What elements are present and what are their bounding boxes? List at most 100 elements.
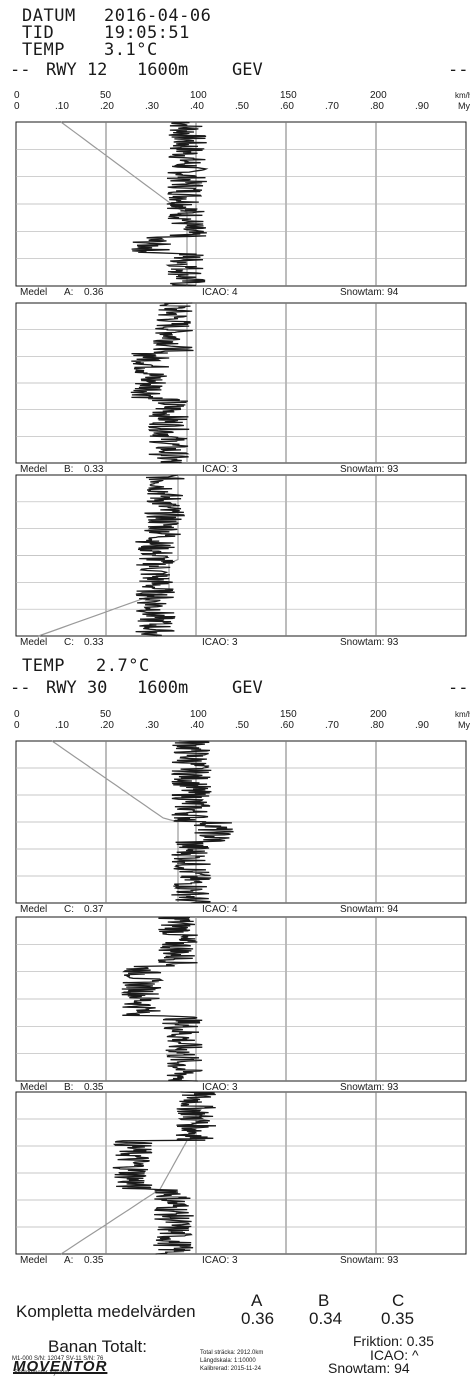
friction-trace <box>135 474 186 637</box>
friction-tick-label: .30 <box>145 720 159 731</box>
datum-label: DATUM <box>22 6 76 26</box>
friction-tick-label: 0 <box>14 101 20 112</box>
stats-length-scale: Längdskala: 1:10000 <box>200 1358 256 1364</box>
friction-tick-label: .80 <box>370 720 384 731</box>
friction-tick-label: .40 <box>190 720 204 731</box>
section-mean-value: 0.36 <box>84 287 104 298</box>
speed-tick-label: 200 <box>370 709 387 720</box>
summary-letter-a: A <box>251 1291 263 1310</box>
section-mean-value: 0.33 <box>84 464 104 475</box>
datum-value: 2016-04-06 <box>104 6 212 26</box>
run1-title: RWY 12 <box>46 60 108 80</box>
friction-tick-label: .30 <box>145 101 159 112</box>
tid-label: TID <box>22 23 55 43</box>
speed-tick-label: 200 <box>370 90 387 101</box>
section-snowtam: Snowtam: 94 <box>340 287 399 298</box>
speed-unit-label: km/h <box>455 710 470 719</box>
friction-tick-label: .50 <box>235 101 249 112</box>
section-snowtam: Snowtam: 93 <box>340 464 399 475</box>
stats-calibrated: Kalibrerad: 2015-11-24 <box>200 1366 261 1372</box>
friction-unit-label: My <box>458 101 470 111</box>
friction-tick-label: .90 <box>415 101 429 112</box>
run2-operator: GEV <box>232 678 263 698</box>
section-snowtam: Snowtam: 93 <box>340 1082 399 1093</box>
run1-length: 1600m <box>137 60 189 80</box>
friction-tick-label: 0 <box>14 720 20 731</box>
friction-tick-label: .90 <box>415 720 429 731</box>
summary-label: Kompletta medelvärden <box>16 1302 196 1321</box>
speed-tick-label: 0 <box>14 90 20 101</box>
run1-operator: GEV <box>232 60 263 80</box>
section-letter: C: <box>64 904 74 915</box>
friction-tick-label: .40 <box>190 101 204 112</box>
logo-subtitle: Skiddometer System <box>14 1370 70 1376</box>
friction-trace <box>130 302 194 464</box>
run1-dash: -- <box>10 60 31 80</box>
section-letter: B: <box>64 464 73 475</box>
speed-tick-label: 50 <box>100 709 112 720</box>
summary-letter-c: C <box>392 1291 405 1310</box>
section-letter: A: <box>64 287 73 298</box>
speed-tick-label: 100 <box>190 90 207 101</box>
run2-title: RWY 30 <box>46 678 108 698</box>
friction-tick-label: .70 <box>325 101 339 112</box>
temp-label: TEMP <box>22 40 65 60</box>
section-medel-label: Medel <box>20 637 47 648</box>
stats-total-distance: Total sträcka: 2912.0km <box>200 1350 264 1356</box>
icao-total: ICAO: ^ <box>370 1347 419 1363</box>
section-mean-value: 0.35 <box>84 1255 104 1266</box>
section-medel-label: Medel <box>20 1082 47 1093</box>
friction-tick-label: .20 <box>100 720 114 731</box>
friction-tick-label: .10 <box>55 720 69 731</box>
section-snowtam: Snowtam: 93 <box>340 1255 399 1266</box>
banan-totalt-label: Banan Totalt: <box>48 1337 147 1356</box>
section-letter: A: <box>64 1255 73 1266</box>
friktion-total: Friktion: 0.35 <box>353 1333 434 1349</box>
friction-tick-label: .60 <box>280 720 294 731</box>
section-icao: ICAO: 4 <box>202 287 238 298</box>
friction-trace <box>120 916 203 1082</box>
tid-value: 19:05:51 <box>104 23 190 43</box>
summary-value-a: 0.36 <box>241 1309 275 1328</box>
section-mean-value: 0.37 <box>84 904 104 915</box>
section-icao: ICAO: 4 <box>202 904 238 915</box>
section-icao: ICAO: 3 <box>202 637 238 648</box>
friction-trace <box>171 740 234 904</box>
section-mean-value: 0.33 <box>84 637 104 648</box>
section-medel-label: Medel <box>20 904 47 915</box>
friction-tick-label: .20 <box>100 101 114 112</box>
section-snowtam: Snowtam: 93 <box>340 637 399 648</box>
run2-dash: -- <box>10 678 31 698</box>
speed-unit-label: km/h <box>455 91 470 100</box>
section-snowtam: Snowtam: 94 <box>340 904 399 915</box>
run1-right-mark: -- <box>448 60 469 80</box>
run2-right-mark: -- <box>448 678 469 698</box>
section-medel-label: Medel <box>20 464 47 475</box>
speed-tick-label: 50 <box>100 90 112 101</box>
snowtam-total: Snowtam: 94 <box>328 1360 410 1376</box>
speed-tick-label: 150 <box>280 90 297 101</box>
run2-temp-value: 2.7°C <box>96 656 150 676</box>
friction-trace <box>131 121 209 287</box>
section-icao: ICAO: 3 <box>202 464 238 475</box>
section-icao: ICAO: 3 <box>202 1255 238 1266</box>
moventor-logo: MOVENTOR <box>13 1358 108 1375</box>
speed-trace <box>51 740 179 903</box>
section-medel-label: Medel <box>20 287 47 298</box>
run2-temp-label: TEMP <box>22 656 65 676</box>
section-mean-value: 0.35 <box>84 1082 104 1093</box>
device-info: M1-000 S/N: 12047 SV-11 S/N: 76 <box>12 1356 104 1362</box>
summary-value-b: 0.34 <box>309 1309 343 1328</box>
friction-tick-label: .10 <box>55 101 69 112</box>
temp-value: 3.1°C <box>104 40 158 60</box>
speed-tick-label: 100 <box>190 709 207 720</box>
friction-tick-label: .70 <box>325 720 339 731</box>
summary-letter-b: B <box>318 1291 330 1310</box>
run2-length: 1600m <box>137 678 189 698</box>
friction-trace <box>112 1091 217 1255</box>
friction-tick-label: .50 <box>235 720 249 731</box>
section-icao: ICAO: 3 <box>202 1082 238 1093</box>
section-letter: B: <box>64 1082 73 1093</box>
friction-unit-label: My <box>458 720 470 730</box>
